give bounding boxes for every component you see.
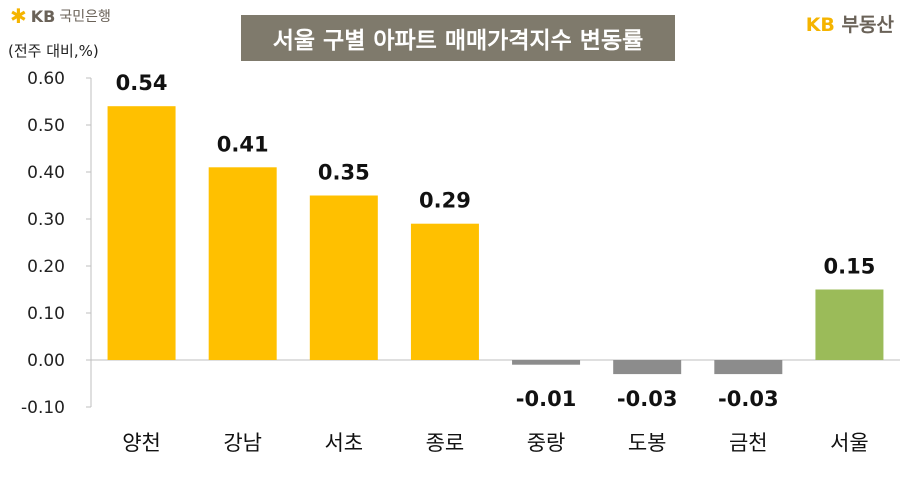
kb-real-estate-logo: KB 부동산	[806, 10, 894, 37]
category-label: 양천	[122, 431, 161, 455]
value-label: -0.03	[718, 387, 779, 411]
bar-7	[714, 360, 783, 375]
value-label: 0.35	[318, 161, 370, 185]
bar-6	[613, 360, 682, 375]
category-label: 강남	[223, 431, 262, 455]
value-label: -0.03	[617, 387, 678, 411]
y-tick-label: -0.10	[21, 398, 65, 418]
chart-title: 서울 구별 아파트 매매가격지수 변동률	[241, 15, 675, 61]
category-label: 서초	[324, 431, 363, 455]
y-tick-label: 0.10	[27, 304, 65, 324]
value-label: 0.29	[419, 189, 471, 213]
kb-logo-text: KB	[30, 6, 56, 26]
category-label: 도봉	[628, 431, 667, 455]
brand-kb: KB	[805, 14, 835, 36]
category-label: 서울	[830, 431, 869, 455]
y-tick-label: 0.50	[27, 116, 65, 136]
y-tick-label: 0.00	[27, 351, 65, 371]
bar-8	[815, 289, 884, 360]
category-label: 금천	[729, 431, 768, 455]
brand-name: 부동산	[841, 14, 894, 36]
bar-3	[309, 195, 378, 360]
unit-label: (전주 대비,%)	[8, 42, 99, 60]
kb-bank-logo: ✱ KB 국민은행	[10, 6, 111, 26]
value-label: 0.54	[116, 71, 168, 95]
value-label: 0.15	[824, 255, 876, 279]
bar-4	[410, 223, 479, 360]
bar-5	[512, 360, 581, 365]
y-tick-label: 0.60	[27, 69, 65, 89]
y-tick-label: 0.40	[27, 163, 65, 183]
category-label: 중랑	[527, 431, 566, 455]
bar-1	[107, 106, 176, 360]
kb-star-icon: ✱	[10, 4, 27, 28]
y-tick-label: 0.20	[27, 257, 65, 277]
value-label: 0.41	[217, 132, 269, 156]
y-tick-label: 0.30	[27, 210, 65, 230]
category-label: 종로	[426, 431, 465, 455]
bank-name: 국민은행	[59, 9, 111, 25]
value-label: -0.01	[516, 387, 577, 411]
bar-2	[208, 167, 277, 360]
